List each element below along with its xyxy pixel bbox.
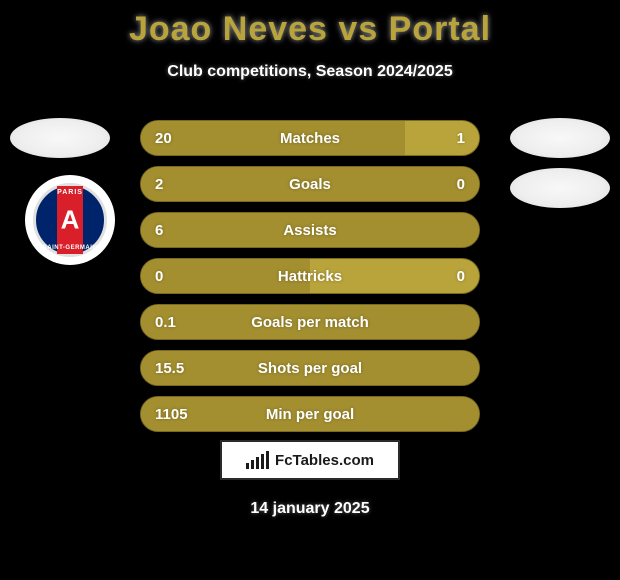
psg-bottom-text: SAINT-GERMAIN	[36, 245, 104, 251]
subtitle: Club competitions, Season 2024/2025	[0, 63, 620, 81]
fctables-logo-icon	[246, 451, 269, 469]
stat-bar-row: 6Assists	[140, 212, 480, 248]
stat-label: Shots per goal	[141, 360, 479, 377]
player-right-avatar	[510, 118, 610, 158]
page-title: Joao Neves vs Portal	[0, 0, 620, 49]
stat-bar-row: 00Hattricks	[140, 258, 480, 294]
club-right-avatar	[510, 168, 610, 208]
comparison-infographic: Joao Neves vs Portal Club competitions, …	[0, 0, 620, 580]
stat-label: Assists	[141, 222, 479, 239]
stat-label: Min per goal	[141, 406, 479, 423]
player-left-avatar	[10, 118, 110, 158]
stat-bar-row: 0.1Goals per match	[140, 304, 480, 340]
stat-bar-row: 20Goals	[140, 166, 480, 202]
stat-bars: 201Matches 20Goals 6Assists 00Hattricks 0.1G…	[140, 120, 480, 442]
club-left-avatar: PARIS A SAINT-GERMAIN	[25, 175, 115, 265]
branding-text: FcTables.com	[275, 452, 374, 469]
stat-bar-row: 1105Min per goal	[140, 396, 480, 432]
stat-label: Goals	[141, 176, 479, 193]
stat-bar-row: 15.5Shots per goal	[140, 350, 480, 386]
stat-label: Goals per match	[141, 314, 479, 331]
branding-box: FcTables.com	[220, 440, 400, 480]
eiffel-icon: A	[61, 205, 80, 236]
stat-label: Hattricks	[141, 268, 479, 285]
stat-bar-row: 201Matches	[140, 120, 480, 156]
psg-top-text: PARIS	[36, 189, 104, 196]
date-stamp: 14 january 2025	[0, 500, 620, 518]
psg-badge-icon: PARIS A SAINT-GERMAIN	[33, 183, 107, 257]
stat-label: Matches	[141, 130, 479, 147]
